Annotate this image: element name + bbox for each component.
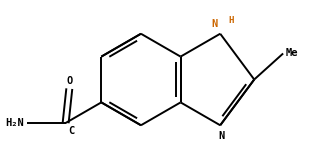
Text: N: N xyxy=(212,19,218,29)
Text: N: N xyxy=(218,131,224,141)
Text: C: C xyxy=(68,126,74,136)
Text: O: O xyxy=(66,76,72,86)
Text: H: H xyxy=(228,17,234,25)
Text: H₂N: H₂N xyxy=(6,118,24,128)
Text: Me: Me xyxy=(286,48,298,59)
